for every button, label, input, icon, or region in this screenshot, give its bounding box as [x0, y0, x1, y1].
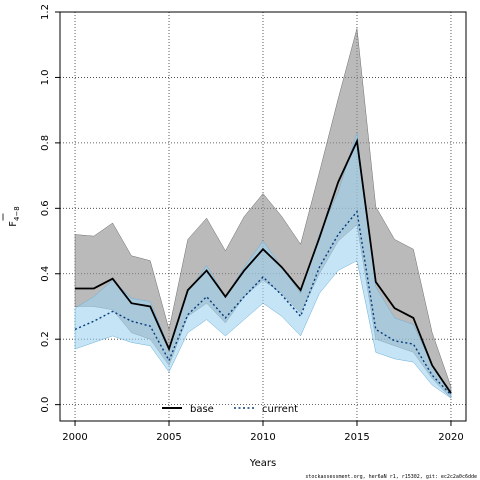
x-axis-title: Years: [249, 458, 276, 469]
confidence-bands: [74, 28, 452, 399]
y-tick-label: 0.4: [40, 266, 51, 282]
y-tick-label: 1.2: [40, 4, 51, 20]
legend-label-current: current: [262, 404, 298, 415]
y-tick-label: 0.2: [40, 331, 51, 347]
x-tick-label: 2000: [62, 432, 87, 443]
y-tick-label: 1.0: [40, 69, 51, 85]
axes: 2000 2005 2010 2015 2020 0.0 0.2 0.4 0.6 0.8 1.0 1.…: [40, 4, 464, 443]
series-lines: [74, 138, 452, 396]
band-current: [74, 132, 452, 399]
svg-text:F4−8: F4−8: [8, 206, 21, 227]
line-current: [74, 209, 452, 396]
x-tick-label: 2020: [438, 432, 463, 443]
line-base: [75, 138, 452, 394]
y-tick-label: 0.6: [40, 200, 51, 216]
footer-credit: stockassessment.org, her6aN r1, r15302, …: [305, 474, 477, 480]
y-axis-title-subscript: 4−8: [13, 206, 21, 221]
x-tick-label: 2010: [250, 432, 275, 443]
y-axis-title-main: F: [8, 221, 19, 227]
legend-label-base: base: [190, 404, 214, 415]
y-tick-label: 0.8: [40, 135, 51, 151]
legend: base current: [162, 404, 298, 415]
y-axis-title: F4−8: [2, 206, 21, 227]
x-tick-label: 2015: [344, 432, 369, 443]
y-tick-label: 0.0: [40, 397, 51, 413]
x-tick-label: 2005: [156, 432, 181, 443]
